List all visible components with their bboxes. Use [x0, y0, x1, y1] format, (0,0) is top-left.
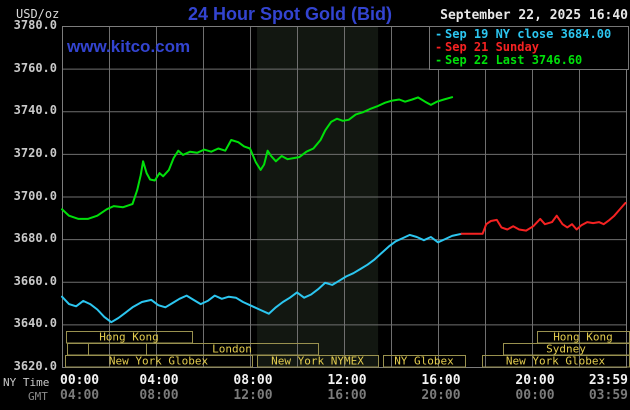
- gmt-time-tick: 04:00: [60, 388, 100, 403]
- gmt-time-tick: 08:00: [139, 388, 179, 403]
- legend: - Sep 19 NY close 3684.00 - Sep 21 Sunday …: [429, 26, 629, 70]
- y-tick-label: 3680.0: [13, 231, 57, 246]
- y-tick-label: 3640.0: [13, 316, 57, 331]
- gmt-time-tick: 16:00: [327, 388, 367, 403]
- sep22-line-swatch: -: [435, 53, 443, 67]
- page-title: 24 Hour Spot Gold (Bid): [188, 4, 392, 24]
- ny-time-tick: 04:00: [139, 373, 179, 388]
- legend-item-label: Sep 19 NY close 3684.00: [445, 27, 612, 41]
- ny-time-tick: 08:00: [233, 373, 273, 388]
- unit-label: USD/oz: [16, 7, 60, 21]
- y-tick-label: 3780.0: [13, 18, 57, 32]
- legend-item-sep21: - Sep 21 Sunday: [430, 41, 628, 54]
- sep19-line-swatch: -: [435, 27, 443, 41]
- gmt-time-tick: 20:00: [421, 388, 461, 403]
- session-label: Sydney: [546, 343, 586, 356]
- session-label: NY Globex: [394, 355, 454, 368]
- session-box: [65, 355, 253, 368]
- y-tick-label: 3660.0: [13, 273, 57, 288]
- y-tick-label: 3760.0: [13, 60, 57, 75]
- legend-item-sep19: - Sep 19 NY close 3684.00: [430, 28, 628, 41]
- session-label: New York NYMEX: [271, 355, 364, 368]
- session-box: [67, 343, 89, 356]
- ny-time-tick: 00:00: [60, 373, 100, 388]
- gmt-axis-label: GMT: [28, 390, 48, 403]
- kitco-watermark-link[interactable]: www.kitco.com: [67, 37, 191, 56]
- y-tick-label: 3700.0: [13, 188, 57, 203]
- session-box: [383, 355, 466, 368]
- ny-time-tick: 23:59: [588, 373, 628, 388]
- session-box: [257, 355, 379, 368]
- legend-item-label: Sep 21 Sunday: [445, 40, 539, 54]
- price-line-1: [460, 201, 627, 235]
- session-label: Hong Kong: [99, 331, 159, 344]
- ny-time-tick: 16:00: [421, 373, 461, 388]
- legend-item-sep22: - Sep 22 Last 3746.60: [430, 54, 628, 67]
- gmt-time-tick: 12:00: [233, 388, 273, 403]
- gmt-time-tick: 00:00: [515, 388, 555, 403]
- session-label: New York Globex: [109, 355, 209, 368]
- price-line-2: [61, 96, 454, 220]
- price-line-0: [61, 232, 463, 324]
- sep21-line-swatch: -: [435, 40, 443, 54]
- y-tick-label: 3720.0: [13, 145, 57, 160]
- ny-time-axis-label: NY Time: [3, 376, 50, 389]
- y-tick-label: 3740.0: [13, 103, 57, 118]
- session-box: [88, 343, 147, 356]
- session-label: Hong Kong: [553, 331, 613, 344]
- session-label: London: [212, 343, 252, 356]
- ny-time-tick: 20:00: [515, 373, 555, 388]
- y-tick-label: 3620.0: [13, 359, 57, 373]
- timestamp: September 22, 2025 16:40: [440, 8, 628, 23]
- ny-time-tick: 12:00: [327, 373, 367, 388]
- session-label: New York Globex: [506, 355, 606, 368]
- legend-item-label: Sep 22 Last 3746.60: [445, 53, 583, 67]
- gmt-time-tick: 03:59: [588, 388, 628, 403]
